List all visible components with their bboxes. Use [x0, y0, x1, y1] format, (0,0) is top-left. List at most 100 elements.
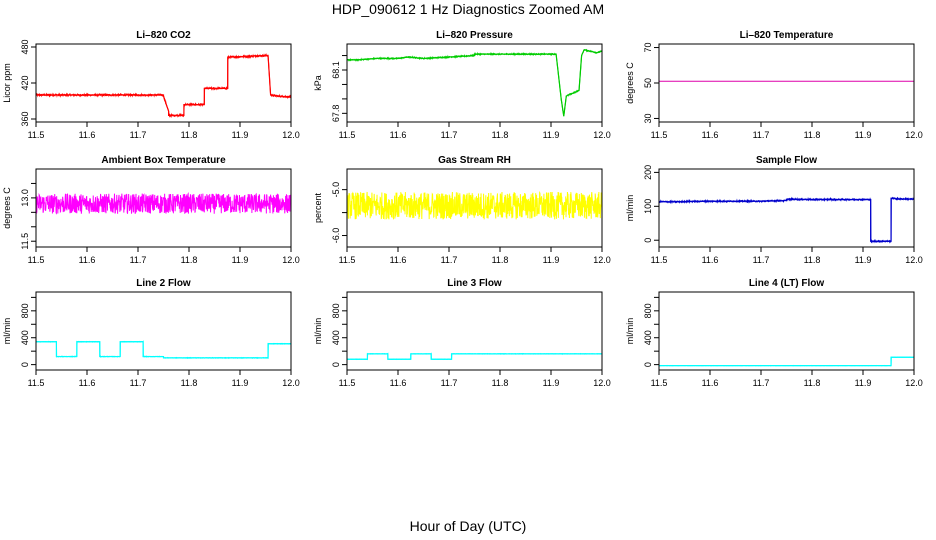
panel-title: Li–820 Temperature [740, 30, 834, 41]
y-tick-label: 0 [331, 362, 341, 367]
y-tick-label: 400 [20, 330, 30, 345]
y-tick-label: 0 [20, 362, 30, 367]
x-tick-label: 11.6 [390, 130, 407, 140]
x-tick-label: 11.7 [753, 130, 770, 140]
panel-3: Li–820 Temperature 11.5 11.6 11.7 11.8 11.9 12… [625, 30, 923, 140]
figure-xlabel: Hour of Day (UTC) [409, 518, 527, 534]
x-tick-label: 11.8 [804, 130, 821, 140]
x-tick-label: 11.7 [441, 378, 458, 388]
panel-5: Gas Stream RH 11.5 11.6 11.7 11.8 11.9 12.0 -6.… [313, 155, 611, 265]
y-tick-label: -6.0 [331, 228, 341, 244]
plot-frame [658, 43, 915, 123]
y-tick-label: -5.0 [331, 182, 341, 198]
x-tick-label: 11.7 [130, 130, 147, 140]
y-tick-label: 360 [20, 111, 30, 126]
series-line [658, 196, 915, 244]
y-axis-label: ml/min [625, 195, 635, 222]
x-tick-label: 11.6 [79, 378, 96, 388]
x-tick-label: 11.6 [702, 130, 719, 140]
plot-frame [658, 291, 915, 371]
series-line-base [36, 54, 292, 117]
y-tick-label: 480 [20, 39, 30, 54]
y-axis-label: ml/min [625, 318, 635, 345]
series-line [346, 190, 603, 220]
x-tick-label: 12.0 [905, 255, 923, 265]
x-tick-label: 11.6 [390, 378, 407, 388]
x-tick-label: 11.8 [492, 378, 509, 388]
x-tick-label: 11.7 [753, 255, 770, 265]
x-tick-label: 11.9 [232, 255, 249, 265]
x-tick-label: 11.5 [28, 130, 45, 140]
series-line-base [36, 341, 291, 359]
panel-title: Ambient Box Temperature [101, 155, 226, 166]
plot-frame [35, 291, 292, 371]
plot-frame [346, 43, 603, 123]
y-tick-label: 0 [643, 238, 653, 243]
y-tick-label: 0 [643, 362, 653, 367]
series-line [35, 340, 292, 360]
y-tick-label: 70 [643, 43, 653, 53]
panel-9: Line 4 (LT) Flow 11.5 11.6 11.7 11.8 11.9 12.0… [625, 278, 923, 388]
x-tick-label: 11.5 [339, 255, 356, 265]
x-tick-label: 11.9 [543, 378, 560, 388]
x-tick-label: 11.6 [79, 255, 96, 265]
x-tick-label: 11.5 [339, 130, 356, 140]
x-tick-label: 11.5 [651, 255, 668, 265]
panel-1: Li–820 CO2 11.5 11.6 11.7 11.8 11.9 12.0 360 420… [2, 30, 300, 140]
x-tick-label: 12.0 [905, 378, 923, 388]
x-tick-label: 11.8 [804, 378, 821, 388]
figure-title: HDP_090612 1 Hz Diagnostics Zoomed AM [331, 1, 605, 17]
x-tick-label: 11.5 [651, 378, 668, 388]
x-tick-label: 11.7 [130, 378, 147, 388]
series-line [35, 52, 292, 119]
y-axis-label: ml/min [2, 318, 12, 345]
panel-title: Sample Flow [756, 155, 817, 166]
series-line-base [659, 356, 914, 367]
panel-7: Line 2 Flow 11.5 11.6 11.7 11.8 11.9 12.0 0 400 8… [2, 278, 300, 388]
series-line [346, 352, 603, 361]
x-tick-label: 11.5 [28, 255, 45, 265]
series-line-base [347, 49, 603, 117]
x-tick-label: 11.5 [339, 378, 356, 388]
panel-title: Li–820 CO2 [136, 30, 191, 41]
series-line [658, 356, 915, 367]
x-tick-label: 11.6 [702, 255, 719, 265]
panel-title: Line 2 Flow [136, 278, 191, 289]
panel-title: Li–820 Pressure [436, 30, 513, 41]
x-tick-label: 12.0 [282, 255, 300, 265]
x-tick-label: 11.6 [390, 255, 407, 265]
y-axis-label: degrees C [2, 187, 12, 229]
x-tick-label: 11.9 [543, 130, 560, 140]
panel-6: Sample Flow 11.5 11.6 11.7 11.8 11.9 12.0 0 100 2… [625, 155, 923, 265]
x-tick-label: 11.9 [543, 255, 560, 265]
x-tick-label: 12.0 [593, 130, 611, 140]
x-tick-label: 11.6 [702, 378, 719, 388]
x-tick-label: 11.9 [232, 378, 249, 388]
x-tick-label: 11.8 [804, 255, 821, 265]
y-tick-label: 11.5 [20, 233, 30, 250]
panel-title: Line 3 Flow [447, 278, 502, 289]
x-tick-label: 11.8 [492, 255, 509, 265]
x-tick-label: 11.8 [181, 378, 198, 388]
series-line [35, 192, 292, 215]
y-axis-label: ml/min [313, 318, 323, 345]
y-tick-label: 800 [331, 303, 341, 318]
x-tick-label: 11.5 [651, 130, 668, 140]
plot-frame [346, 291, 603, 371]
y-tick-label: 800 [643, 303, 653, 318]
y-tick-label: 420 [20, 75, 30, 90]
x-tick-label: 11.9 [232, 130, 249, 140]
x-tick-label: 11.8 [492, 130, 509, 140]
y-axis-label: degrees C [625, 62, 635, 104]
y-axis-label: percent [313, 192, 323, 223]
x-tick-label: 11.9 [855, 130, 872, 140]
x-tick-label: 11.6 [79, 130, 96, 140]
panel-2: Li–820 Pressure 11.5 11.6 11.7 11.8 11.9 12.0 6… [313, 30, 611, 140]
x-tick-label: 11.8 [181, 255, 198, 265]
y-tick-label: 50 [643, 78, 653, 88]
plot-frame [658, 168, 915, 248]
panel-8: Line 3 Flow 11.5 11.6 11.7 11.8 11.9 12.0 0 400 8… [313, 278, 611, 388]
x-tick-label: 12.0 [905, 130, 923, 140]
x-tick-label: 11.7 [130, 255, 147, 265]
